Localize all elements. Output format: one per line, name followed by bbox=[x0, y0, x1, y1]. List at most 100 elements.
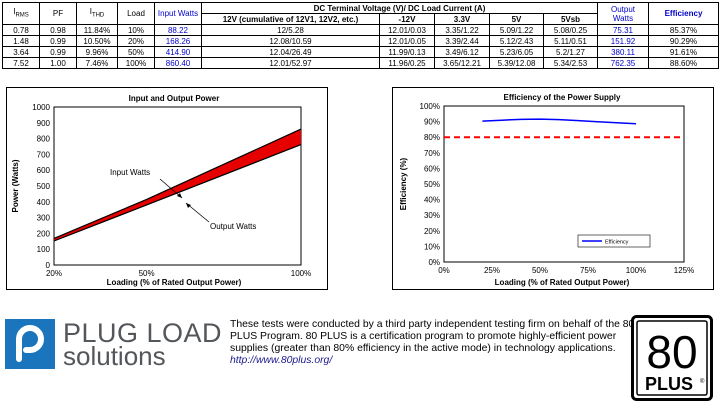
cell-5vsb: 5.2/1.27 bbox=[543, 46, 598, 58]
cell-5vsb: 5.34/2.53 bbox=[543, 57, 598, 69]
cell-5v: 5.23/6.05 bbox=[489, 46, 544, 58]
efficiency-y-tick-label: 50% bbox=[424, 180, 440, 189]
header-ithd-main: I bbox=[89, 6, 92, 16]
efficiency-x-tick-label: 75% bbox=[580, 266, 596, 275]
badge-plus-text: PLUS bbox=[645, 374, 693, 394]
cell-input: 88.22 bbox=[154, 24, 202, 36]
cell-neg12v: 12.01/0.05 bbox=[379, 35, 435, 47]
cell-output: 151.92 bbox=[597, 35, 649, 47]
header-5v: 5V bbox=[489, 13, 544, 25]
cell-12v: 12/5.28 bbox=[201, 24, 380, 36]
cell-load: 50% bbox=[117, 46, 155, 58]
table-row: 1.48 0.99 10.50% 20% 168.26 12.08/10.59 … bbox=[2, 35, 719, 47]
results-table: IRMS PF ITHD Load Input Watts DC Termina… bbox=[2, 2, 719, 69]
cell-5v: 5.12/2.43 bbox=[489, 35, 544, 47]
power-y-tick-label: 100 bbox=[37, 245, 51, 254]
output-watts-arrowhead bbox=[186, 203, 191, 208]
header-5vsb: 5Vsb bbox=[543, 13, 598, 25]
80-plus-badge: 80 PLUS ® bbox=[631, 315, 713, 401]
efficiency-x-tick-label: 25% bbox=[484, 266, 500, 275]
footer-link[interactable]: http://www.80plus.org/ bbox=[230, 355, 333, 366]
cell-ithd: 10.50% bbox=[76, 35, 118, 47]
cell-output: 380.11 bbox=[597, 46, 649, 58]
power-y-tick-label: 0 bbox=[46, 261, 51, 270]
efficiency-y-axis-label: Efficiency (%) bbox=[399, 157, 408, 210]
efficiency-y-tick-label: 70% bbox=[424, 149, 440, 158]
logo-text-line2: solutions bbox=[63, 341, 166, 371]
power-x-tick-label: 50% bbox=[139, 269, 155, 278]
power-y-tick-label: 300 bbox=[37, 214, 51, 223]
efficiency-x-tick-label: 125% bbox=[674, 266, 694, 275]
power-chart: Input and Output Power Loading (% of Rat… bbox=[6, 87, 328, 290]
efficiency-x-tick-label: 0% bbox=[438, 266, 450, 275]
cell-12v: 12.04/26.49 bbox=[201, 46, 380, 58]
header-irms: IRMS bbox=[2, 2, 40, 25]
cell-3v3: 3.49/6.12 bbox=[434, 46, 490, 58]
header-pf: PF bbox=[39, 2, 77, 25]
power-x-tick-label: 100% bbox=[291, 269, 311, 278]
cell-efficiency: 85.37% bbox=[648, 24, 719, 36]
cell-efficiency: 91.61% bbox=[648, 46, 719, 58]
cell-12v: 12.01/52.97 bbox=[201, 57, 380, 69]
badge-inner-frame bbox=[636, 320, 708, 396]
efficiency-legend bbox=[577, 234, 651, 248]
cell-output: 75.31 bbox=[597, 24, 649, 36]
cell-5vsb: 5.11/0.51 bbox=[543, 35, 598, 47]
header-load: Load bbox=[117, 2, 155, 25]
cell-5vsb: 5.08/0.25 bbox=[543, 24, 598, 36]
power-x-axis-label: Loading (% of Rated Output Power) bbox=[107, 278, 242, 287]
efficiency-x-ticks: 0% 25% 50% 75% 100% 125% bbox=[438, 266, 694, 275]
header-3v3: 3.3V bbox=[434, 13, 490, 25]
input-watts-annotation: Input Watts bbox=[110, 168, 150, 177]
power-x-ticks: 20% 50% 100% bbox=[46, 269, 311, 278]
cell-pf: 1.00 bbox=[39, 57, 77, 69]
plug-load-logo-icon bbox=[5, 319, 55, 369]
power-y-tick-label: 400 bbox=[37, 198, 51, 207]
power-y-axis-label: Power (Watts) bbox=[11, 159, 20, 212]
power-y-tick-label: 600 bbox=[37, 166, 51, 175]
output-watts-line bbox=[53, 143, 302, 242]
header-output-watts: Output Watts bbox=[597, 2, 649, 25]
cell-pf: 0.99 bbox=[39, 46, 77, 58]
output-watts-annotation: Output Watts bbox=[210, 222, 256, 231]
cell-ithd: 7.46% bbox=[76, 57, 118, 69]
efficiency-series-line bbox=[482, 118, 637, 125]
cell-load: 100% bbox=[117, 57, 155, 69]
cell-neg12v: 11.96/0.25 bbox=[379, 57, 435, 69]
cell-input: 168.26 bbox=[154, 35, 202, 47]
cell-5v: 5.39/12.08 bbox=[489, 57, 544, 69]
cell-ithd: 9.96% bbox=[76, 46, 118, 58]
footer-description: These tests were conducted by a third pa… bbox=[230, 319, 635, 367]
badge-registered-mark: ® bbox=[700, 378, 705, 385]
header-ithd-sub: THD bbox=[91, 12, 105, 19]
table-row: 7.52 1.00 7.46% 100% 860.40 12.01/52.97 … bbox=[2, 57, 719, 69]
power-x-tick-label: 20% bbox=[46, 269, 62, 278]
cell-12v: 12.08/10.59 bbox=[201, 35, 380, 47]
header-dc-group: DC Terminal Voltage (V)/ DC Load Current… bbox=[201, 2, 598, 14]
table-header-row: IRMS PF ITHD Load Input Watts DC Termina… bbox=[2, 2, 719, 25]
80-plus-badge-svg: 80 PLUS ® bbox=[631, 315, 713, 401]
header-irms-sub: RMS bbox=[15, 12, 29, 19]
cell-efficiency: 88.60% bbox=[648, 57, 719, 69]
logo-icon-glyph bbox=[16, 325, 45, 362]
cell-5v: 5.09/1.22 bbox=[489, 24, 544, 36]
efficiency-y-ticks: 0% 10% 20% 30% 40% 50% 60% 70% 80% 90% 100% bbox=[420, 102, 440, 267]
efficiency-chart-svg: Efficiency of the Power Supply Loading (… bbox=[392, 87, 714, 290]
cell-output: 762.35 bbox=[597, 57, 649, 69]
power-chart-svg: Input and Output Power Loading (% of Rat… bbox=[6, 87, 328, 290]
cell-irms: 7.52 bbox=[2, 57, 40, 69]
header-12v: 12V (cumulative of 12V1, 12V2, etc.) bbox=[201, 13, 380, 25]
efficiency-legend-label: Efficiency bbox=[605, 240, 629, 246]
efficiency-y-tick-label: 0% bbox=[428, 258, 440, 267]
header-input-watts: Input Watts bbox=[154, 2, 202, 25]
cell-3v3: 3.65/12.21 bbox=[434, 57, 490, 69]
cell-3v3: 3.35/1.22 bbox=[434, 24, 490, 36]
power-y-ticks: 0 100 200 300 400 500 600 700 800 900 1000 bbox=[32, 103, 50, 270]
power-y-tick-label: 800 bbox=[37, 135, 51, 144]
power-chart-title: Input and Output Power bbox=[129, 94, 220, 103]
cell-efficiency: 90.29% bbox=[648, 35, 719, 47]
cell-neg12v: 12.01/0.03 bbox=[379, 24, 435, 36]
header-neg12v: -12V bbox=[379, 13, 435, 25]
cell-input: 860.40 bbox=[154, 57, 202, 69]
badge-number: 80 bbox=[646, 326, 697, 378]
